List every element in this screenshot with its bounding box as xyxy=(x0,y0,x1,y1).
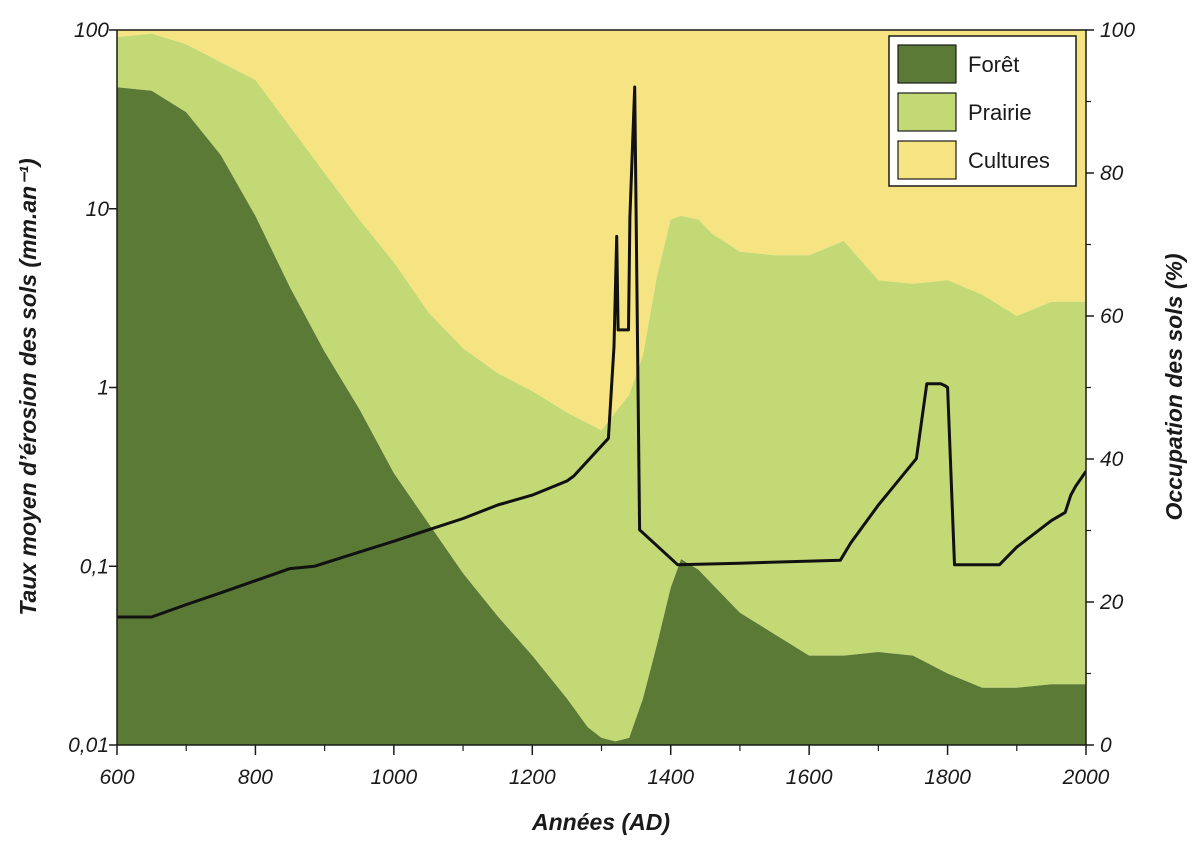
legend-label-foret: Forêt xyxy=(968,52,1019,77)
y-right-tick-label: 80 xyxy=(1100,162,1124,185)
x-tick-label: 1600 xyxy=(786,766,833,789)
legend-label-prairie: Prairie xyxy=(968,100,1032,125)
x-tick-label: 600 xyxy=(99,766,134,789)
y-axis-left: 0,01 0,1 1 10 100 xyxy=(68,19,117,757)
y-right-tick-label: 40 xyxy=(1100,448,1124,471)
x-tick-label: 1000 xyxy=(370,766,417,789)
land-use-areas xyxy=(117,30,1086,745)
area-prairie xyxy=(117,33,1086,742)
area-cultures xyxy=(117,30,1086,431)
x-axis: 600 800 1000 1200 1400 1600 1800 2000 xyxy=(99,745,1110,789)
y-axis-right: 0 20 40 60 80 100 xyxy=(1086,19,1135,757)
y-left-tick-label: 10 xyxy=(86,198,110,221)
y-left-tick-label: 100 xyxy=(74,19,109,42)
legend-swatch-foret xyxy=(897,44,957,84)
legend: Forêt Prairie Cultures xyxy=(888,35,1077,187)
y-left-tick-label: 1 xyxy=(97,377,109,400)
area-foret xyxy=(117,87,1086,745)
y-left-tick-label: 0,1 xyxy=(80,555,109,578)
x-axis-title: Années (AD) xyxy=(531,809,670,835)
y-axis-right-title: Occupation des sols (%) xyxy=(1161,253,1187,520)
x-tick-label: 1200 xyxy=(509,766,556,789)
y-right-tick-label: 100 xyxy=(1100,19,1135,42)
x-tick-label: 1400 xyxy=(647,766,694,789)
x-tick-label: 2000 xyxy=(1062,766,1110,789)
x-tick-label: 1800 xyxy=(924,766,971,789)
y-right-tick-label: 0 xyxy=(1100,734,1112,757)
legend-swatch-prairie xyxy=(897,92,957,132)
x-tick-label: 800 xyxy=(238,766,273,789)
erosion-lines xyxy=(117,85,1086,619)
line-erosion-rate xyxy=(117,85,1086,619)
y-axis-left-title: Taux moyen d’érosion des sols (mm.an⁻¹) xyxy=(15,158,41,615)
legend-swatch-cultures xyxy=(897,140,957,180)
y-right-tick-label: 20 xyxy=(1099,591,1124,614)
y-right-tick-label: 60 xyxy=(1100,305,1124,328)
y-left-tick-label: 0,01 xyxy=(68,734,109,757)
legend-label-cultures: Cultures xyxy=(968,148,1050,173)
